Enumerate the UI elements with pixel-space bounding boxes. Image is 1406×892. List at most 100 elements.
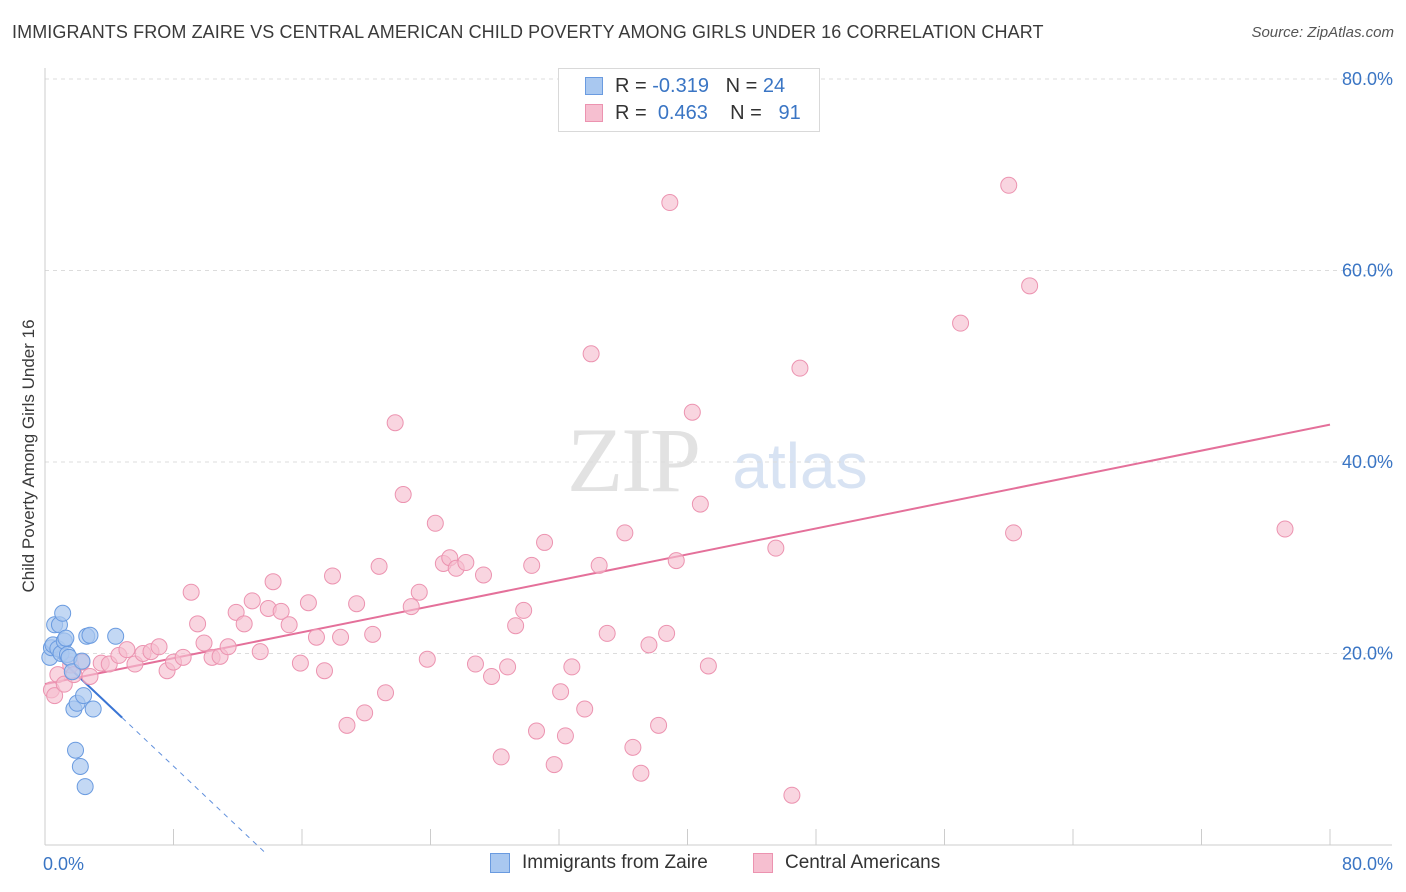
data-point-central: [324, 567, 342, 585]
data-point-zaire: [57, 629, 75, 647]
data-point-central: [691, 495, 709, 513]
data-point-central: [118, 641, 136, 659]
data-point-central: [348, 595, 366, 613]
data-point-central: [699, 657, 717, 675]
data-point-central: [418, 650, 436, 668]
data-point-zaire: [76, 778, 94, 796]
grid-lines: [45, 78, 1392, 654]
data-point-central: [582, 345, 600, 363]
legend-r-label: R =: [615, 102, 653, 124]
data-point-zaire: [84, 700, 102, 718]
data-point-central: [952, 314, 970, 332]
data-point-central: [174, 648, 192, 666]
data-point-central: [632, 764, 650, 782]
data-point-central: [1276, 520, 1294, 538]
legend-swatch-central: [585, 104, 603, 122]
data-point-zaire: [73, 652, 91, 670]
data-point-central: [299, 594, 317, 612]
y-tick-label: 40.0%: [1342, 452, 1393, 472]
data-point-central: [590, 556, 608, 574]
legend-r-value: 0.463: [657, 102, 708, 124]
data-point-central: [499, 658, 517, 676]
data-point-central: [356, 704, 374, 722]
legend-n-label: N =: [730, 102, 768, 124]
data-point-central: [475, 566, 493, 584]
data-point-central: [189, 615, 207, 633]
data-point-central: [235, 615, 253, 633]
data-point-zaire: [75, 687, 93, 705]
data-point-central: [563, 658, 581, 676]
series-label-zaire: Immigrants from Zaire: [522, 852, 708, 873]
legend-n-value: 24: [762, 75, 786, 97]
data-point-central: [426, 514, 444, 532]
trend-line-zaire-extension: [121, 717, 268, 855]
data-point-central: [291, 654, 309, 672]
data-point-central: [515, 601, 533, 619]
axes: [44, 68, 1392, 846]
data-point-central: [457, 554, 475, 572]
data-point-central: [307, 628, 325, 646]
data-point-central: [195, 634, 213, 652]
legend-r-label: R =: [615, 75, 653, 97]
data-point-central: [377, 684, 395, 702]
data-point-central: [492, 748, 510, 766]
data-point-central: [370, 557, 388, 575]
legend-n-value: 91: [778, 102, 801, 124]
data-point-central: [394, 486, 412, 504]
data-point-central: [536, 533, 554, 551]
data-point-central: [272, 602, 290, 620]
x-tick-label: 80.0%: [1342, 854, 1393, 874]
data-point-central: [767, 539, 785, 557]
tick-labels: 20.0% 40.0% 60.0% 80.0% 0.0% 80.0%: [43, 69, 1393, 874]
data-point-central: [552, 683, 570, 701]
data-point-central: [402, 598, 420, 616]
data-point-zaire: [63, 663, 81, 681]
data-point-zaire: [54, 604, 72, 622]
data-point-central: [791, 359, 809, 377]
data-point-central: [683, 403, 701, 421]
data-point-central: [1005, 524, 1023, 542]
x-tick-label: 0.0%: [43, 854, 84, 874]
data-point-central: [386, 414, 404, 432]
data-point-central: [332, 628, 350, 646]
data-point-central: [661, 194, 679, 212]
data-point-zaire: [71, 757, 89, 775]
series-swatch-central: [753, 853, 773, 873]
data-point-central: [410, 583, 428, 601]
data-point-central: [46, 687, 64, 705]
data-point-central: [338, 716, 356, 734]
data-point-central: [667, 552, 685, 570]
data-point-central: [650, 716, 668, 734]
data-point-central: [1021, 277, 1039, 295]
data-point-zaire: [107, 627, 125, 645]
data-point-central: [81, 667, 99, 685]
data-point-central: [483, 667, 501, 685]
source-label: Source: ZipAtlas.com: [1251, 24, 1394, 41]
data-point-central: [507, 617, 525, 635]
data-point-central: [364, 625, 382, 643]
data-point-central: [783, 786, 801, 804]
data-point-central: [264, 573, 282, 591]
data-point-central: [616, 524, 634, 542]
y-tick-label: 20.0%: [1342, 644, 1393, 664]
legend-swatch-zaire: [585, 77, 603, 95]
legend-r-value: -0.319: [652, 75, 709, 97]
data-point-central: [315, 662, 333, 680]
data-point-central: [251, 643, 269, 661]
data-point-central: [219, 638, 237, 656]
data-point-central: [243, 592, 261, 610]
data-points: [41, 176, 1294, 804]
series-swatch-zaire: [490, 853, 510, 873]
data-point-central: [528, 722, 546, 740]
series-label-central: Central Americans: [785, 852, 941, 873]
data-point-central: [545, 756, 563, 774]
data-point-zaire: [81, 626, 99, 644]
data-point-central: [658, 624, 676, 642]
data-point-zaire: [67, 741, 85, 759]
legend-n-label: N =: [725, 75, 763, 97]
trend-line-central: [44, 423, 1331, 686]
data-point-central: [556, 727, 574, 745]
correlation-legend: R = -0.319 N = 24 R = 0.463 N = 91: [558, 68, 820, 132]
data-point-central: [280, 616, 298, 634]
